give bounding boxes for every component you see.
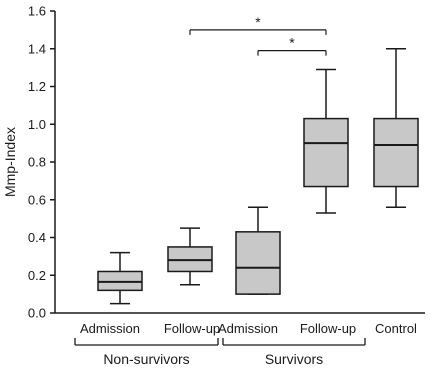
significance-label: * (255, 14, 261, 30)
group-labels: Non-survivors Survivors (74, 338, 366, 367)
box-2 (167, 227, 213, 286)
category-label: Admission (218, 321, 278, 336)
y-tick-label: 0.6 (28, 192, 46, 207)
group-1: Non-survivors (74, 338, 219, 367)
group-label: Survivors (265, 351, 323, 367)
y-tick-label: 1.0 (28, 117, 46, 132)
y-tick-label: 1.4 (28, 41, 46, 56)
box-1 (97, 251, 143, 305)
iqr-box (373, 117, 419, 188)
y-tick-label: 0.8 (28, 155, 46, 170)
y-tick-label: 0.4 (28, 230, 46, 245)
y-tick-label: 1.2 (28, 79, 46, 94)
iqr-box (235, 231, 281, 295)
significance-brackets: ** (189, 14, 327, 56)
group-2: Survivors (222, 338, 366, 367)
iqr-box (303, 117, 349, 188)
category-label: Follow-up (300, 321, 356, 336)
significance-label: * (289, 35, 295, 51)
significance-bracket-1: * (189, 14, 327, 35)
category-label: Admission (80, 321, 140, 336)
axes: 0.0 0.2 0.4 0.6 0.8 1.0 1.2 1.4 1.6 (28, 4, 425, 321)
y-tick-label: 0.0 (28, 306, 46, 321)
group-label: Non-survivors (103, 351, 189, 367)
y-axis-label: Mmp-Index (2, 127, 18, 197)
y-tick-label: 1.6 (28, 4, 46, 19)
box-3 (235, 206, 281, 295)
boxes (97, 48, 419, 305)
box-4 (303, 68, 349, 214)
category-label: Follow-up (164, 321, 220, 336)
category-label: Control (375, 321, 417, 336)
box-5 (373, 48, 419, 209)
y-tick-label: 0.2 (28, 268, 46, 283)
significance-bracket-2: * (257, 35, 327, 56)
